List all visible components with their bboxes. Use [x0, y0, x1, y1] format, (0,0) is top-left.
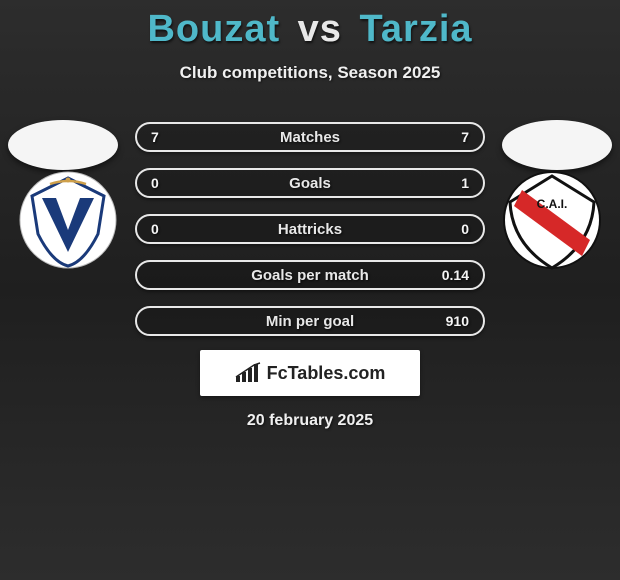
subtitle: Club competitions, Season 2025	[0, 63, 620, 83]
vs-text: vs	[298, 8, 342, 50]
date-text: 20 february 2025	[0, 412, 620, 430]
brand-badge[interactable]: FcTables.com	[200, 350, 420, 396]
stat-left-value: 0	[151, 221, 191, 237]
player2-name: Tarzia	[360, 8, 473, 50]
stat-right-value: 0	[429, 221, 469, 237]
player1-name: Bouzat	[147, 8, 280, 50]
stat-right-value: 0.14	[429, 267, 469, 283]
stat-row-min-per-goal: Min per goal 910	[135, 306, 485, 336]
bar-chart-icon	[235, 362, 261, 384]
player1-avatar	[8, 120, 118, 170]
comparison-card: Bouzat vs Tarzia Club competitions, Seas…	[0, 0, 620, 580]
stat-right-value: 910	[429, 313, 469, 329]
stat-row-goals: 0 Goals 1	[135, 168, 485, 198]
stat-row-hattricks: 0 Hattricks 0	[135, 214, 485, 244]
player2-avatar	[502, 120, 612, 170]
stat-right-value: 7	[429, 129, 469, 145]
stat-left-value: 7	[151, 129, 191, 145]
stats-list: 7 Matches 7 0 Goals 1 0 Hattricks 0 Goal…	[135, 122, 485, 352]
team2-crest-icon: C.A.I.	[502, 170, 602, 270]
page-title: Bouzat vs Tarzia	[0, 0, 620, 51]
stat-left-value: 0	[151, 175, 191, 191]
stat-row-goals-per-match: Goals per match 0.14	[135, 260, 485, 290]
brand-text: FcTables.com	[267, 363, 386, 384]
svg-text:C.A.I.: C.A.I.	[537, 197, 568, 211]
team1-crest-icon	[18, 170, 118, 270]
stat-right-value: 1	[429, 175, 469, 191]
stat-row-matches: 7 Matches 7	[135, 122, 485, 152]
